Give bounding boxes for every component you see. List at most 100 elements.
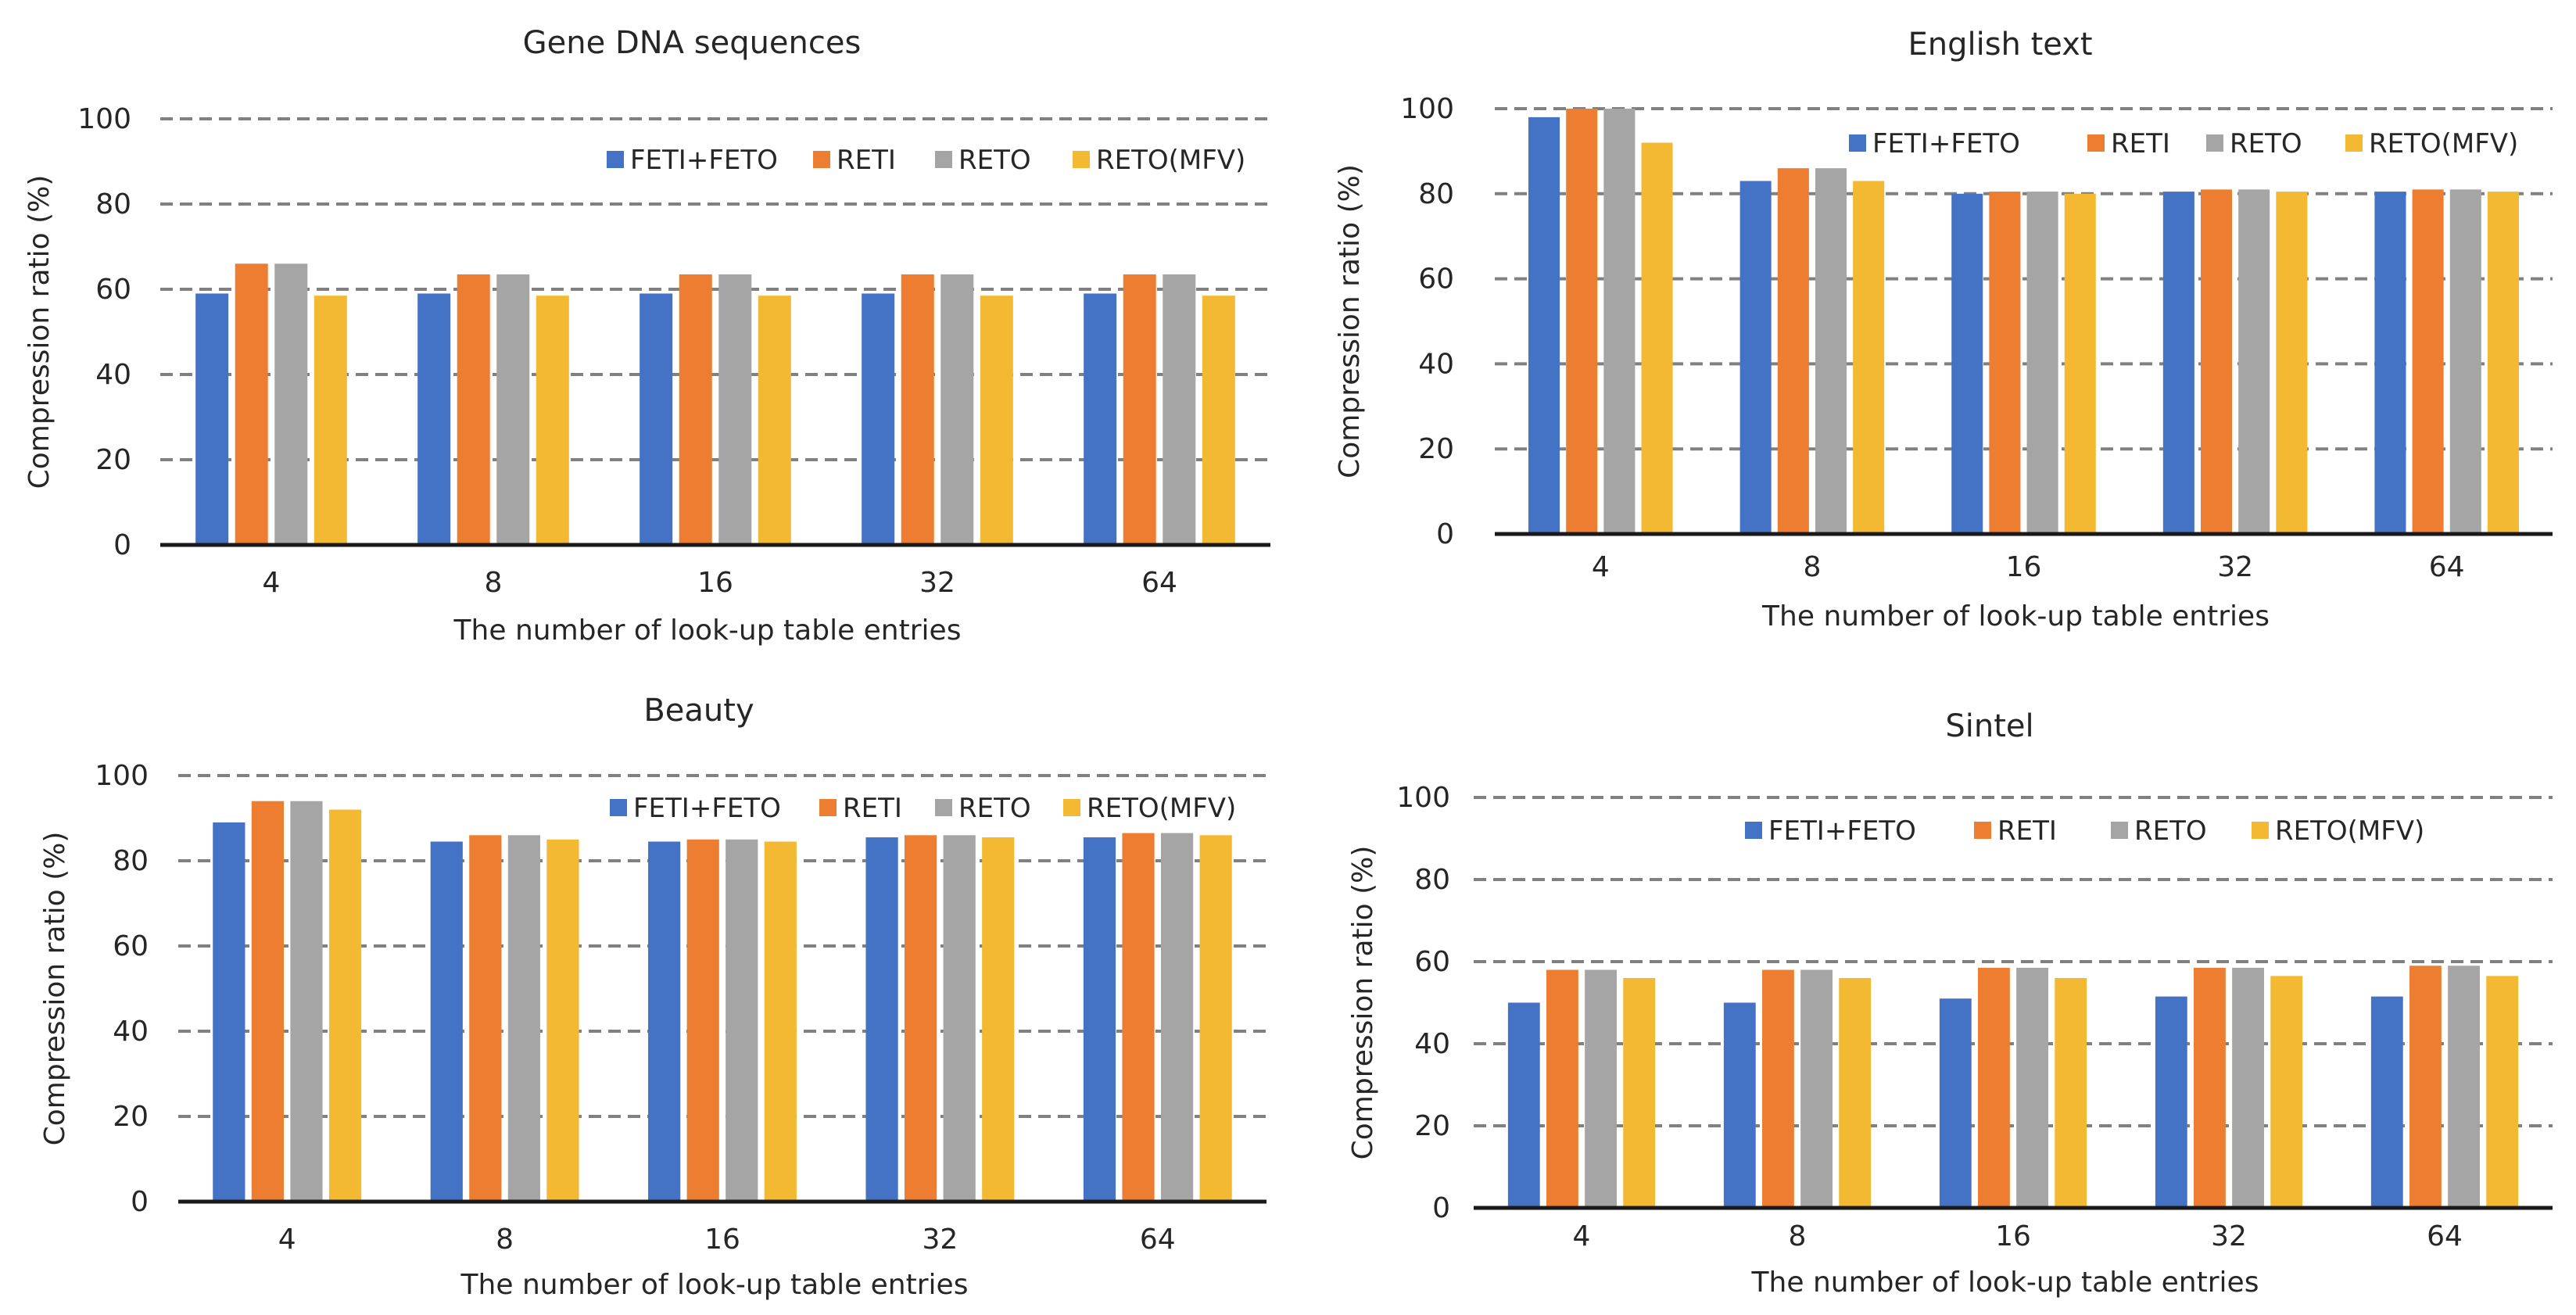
bar-reto-8 <box>1800 969 1833 1208</box>
x-tick-label: 32 <box>919 567 955 599</box>
bar-reto-mfv-32 <box>980 296 1013 545</box>
legend-label-reto: RETO <box>958 793 1031 824</box>
bar-reti-64 <box>2409 966 2442 1208</box>
legend-swatch-feti-feto <box>1745 822 1762 839</box>
x-tick-label: 8 <box>496 1224 514 1256</box>
y-tick-label: 20 <box>1414 1110 1450 1142</box>
bar-reti-16 <box>686 839 719 1202</box>
chart-title: English text <box>1908 27 2092 63</box>
bar-reto-8 <box>496 274 530 545</box>
bar-reti-4 <box>1566 109 1598 534</box>
y-tick-label: 40 <box>1418 348 1454 380</box>
legend-swatch-reto <box>2111 822 2128 839</box>
bar-reti-4 <box>235 263 268 545</box>
chart-sintel: Sintel 0 20 40 60 80 100 4 8 16 32 64 FETI+FETO RETI R… <box>1347 708 2553 1299</box>
bar-reti-64 <box>1122 833 1155 1202</box>
bar-feti-feto-8 <box>417 293 451 545</box>
bar-reti-32 <box>2194 967 2226 1208</box>
bar-reto-8 <box>1815 168 1847 534</box>
y-tick-label: 60 <box>95 274 131 306</box>
bar-feti-feto-32 <box>2155 996 2187 1208</box>
bar-feti-feto-4 <box>195 293 229 545</box>
y-tick-label: 20 <box>1418 433 1454 465</box>
y-tick-label: 40 <box>1414 1028 1450 1060</box>
bar-reto-16 <box>726 839 758 1202</box>
x-tick-label: 4 <box>1573 1220 1591 1252</box>
chart-panel-gene-dna: Gene DNA sequences 0 20 40 60 80 100 4 8 16 32 64 FE… <box>0 0 1290 657</box>
bar-reti-32 <box>905 835 937 1202</box>
bar-reto-mfv-8 <box>536 296 569 545</box>
bar-reto-8 <box>507 835 540 1202</box>
bar-reti-32 <box>901 274 934 545</box>
bar-reti-32 <box>2200 189 2233 535</box>
x-tick-label: 32 <box>2211 1220 2247 1252</box>
bar-reto-64 <box>2449 189 2481 535</box>
legend-label-reti: RETI <box>837 145 896 176</box>
bar-reto-64 <box>2448 966 2480 1208</box>
x-tick-label: 16 <box>1995 1220 2031 1252</box>
y-tick-label: 0 <box>1432 1192 1450 1224</box>
y-axis-label: Compression ratio (%) <box>39 832 71 1146</box>
bar-feti-feto-64 <box>1083 837 1116 1202</box>
bar-reti-16 <box>679 274 712 545</box>
chart-panel-sintel: Sintel 0 20 40 60 80 100 4 8 16 32 64 FETI+FETO RETI R… <box>1290 657 2576 1315</box>
legend-swatch-reti <box>1974 822 1991 839</box>
bar-reto-mfv-32 <box>2276 192 2308 534</box>
bar-reti-16 <box>1978 967 2010 1208</box>
legend-swatch-reti <box>819 799 837 816</box>
bar-feti-feto-32 <box>862 293 895 545</box>
bar-reto-mfv-32 <box>982 837 1015 1202</box>
bar-feti-feto-4 <box>1507 1002 1540 1208</box>
x-axis-label: The number of look-up table entries <box>460 1269 969 1301</box>
bar-reto-16 <box>2016 967 2048 1208</box>
bar-reto-mfv-4 <box>328 809 362 1202</box>
x-axis-label: The number of look-up table entries <box>1761 600 2270 632</box>
chart-panel-beauty: Beauty 0 20 40 60 80 100 4 8 16 32 64 FETI+FETO RETI R… <box>0 657 1290 1315</box>
legend-label-reto-mfv: RETO(MFV) <box>2369 128 2518 159</box>
legend-swatch-reto-mfv <box>1073 151 1090 168</box>
x-tick-label: 8 <box>485 567 503 599</box>
bar-reti-16 <box>1989 192 2021 534</box>
bar-reti-64 <box>2412 189 2444 535</box>
bar-reto-mfv-4 <box>313 296 347 545</box>
legend-swatch-reto <box>2206 134 2223 152</box>
legend-swatch-reto-mfv <box>2252 822 2269 839</box>
y-tick-label: 20 <box>95 444 131 476</box>
bar-reto-mfv-4 <box>1623 978 1656 1208</box>
bar-reti-4 <box>1546 969 1578 1208</box>
bar-reto-mfv-64 <box>1202 296 1235 545</box>
y-tick-label: 0 <box>131 1186 149 1218</box>
bar-reto-mfv-8 <box>1853 181 1885 535</box>
x-tick-label: 64 <box>2427 1220 2463 1252</box>
y-tick-label: 0 <box>1436 518 1454 550</box>
legend-swatch-reti <box>2087 134 2105 152</box>
bar-reto-mfv-64 <box>2487 192 2519 534</box>
y-tick-label: 100 <box>95 760 149 792</box>
y-tick-label: 80 <box>1414 864 1450 896</box>
bar-feti-feto-16 <box>1951 193 1983 535</box>
legend-label-reto-mfv: RETO(MFV) <box>1096 145 1245 176</box>
legend-label-reto-mfv: RETO(MFV) <box>2275 815 2424 847</box>
x-tick-label: 64 <box>1141 567 1177 599</box>
bar-reto-mfv-16 <box>758 296 791 545</box>
chart-panel-english-text: English text 0 20 40 60 80 100 4 8 16 32 64 FETI+FET… <box>1290 0 2576 657</box>
y-tick-label: 40 <box>113 1016 149 1048</box>
bar-reti-8 <box>1762 969 1794 1208</box>
bar-reto-mfv-16 <box>2064 193 2096 535</box>
legend-swatch-feti-feto <box>607 151 624 168</box>
x-tick-label: 16 <box>704 1224 740 1256</box>
bar-reto-16 <box>718 274 752 545</box>
bar-feti-feto-64 <box>2370 996 2403 1208</box>
legend-swatch-reto-mfv <box>2345 134 2363 152</box>
x-tick-label: 4 <box>278 1224 296 1256</box>
legend-swatch-reto-mfv <box>1063 799 1080 816</box>
bar-feti-feto-8 <box>1723 1002 1756 1208</box>
legend-label-feti-feto: FETI+FETO <box>1872 128 2020 159</box>
bar-reto-mfv-4 <box>1641 142 1673 534</box>
bar-feti-feto-32 <box>2162 192 2194 534</box>
bar-feti-feto-4 <box>1528 116 1560 534</box>
x-tick-label: 8 <box>1789 1220 1807 1252</box>
legend-swatch-reti <box>813 151 830 168</box>
bar-feti-feto-64 <box>1084 293 1117 545</box>
y-axis-label: Compression ratio (%) <box>1334 164 1366 478</box>
